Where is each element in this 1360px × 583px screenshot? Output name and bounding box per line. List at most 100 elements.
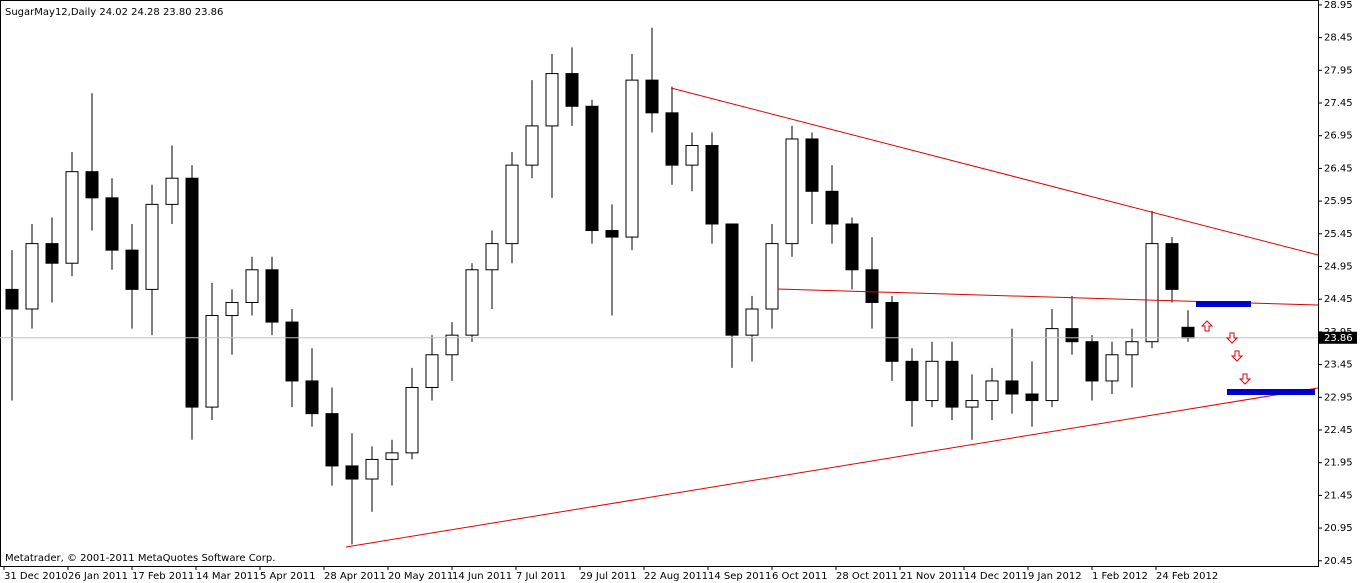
- x-tick-label: 28 Apr 2011: [324, 571, 386, 582]
- candle-body: [405, 386, 419, 454]
- candle-body: [1145, 243, 1159, 343]
- y-tick-label: 20.45: [1324, 556, 1353, 567]
- y-tick-label: 21.95: [1324, 458, 1353, 469]
- candle-body: [365, 458, 379, 480]
- arrow-down: [1225, 332, 1239, 344]
- candle-body: [925, 360, 939, 402]
- y-tick-label: 24.95: [1324, 261, 1353, 272]
- candle-body: [565, 73, 579, 107]
- footer: Metatrader, © 2001-2011 MetaQuotes Softw…: [5, 553, 275, 564]
- x-tick-label: 6 Oct 2011: [772, 571, 827, 582]
- candle-body: [625, 79, 639, 238]
- candle-body: [285, 321, 299, 382]
- x-tick-label: 24 Feb 2012: [1156, 571, 1218, 582]
- y-tick-label: 27.45: [1324, 98, 1353, 109]
- candle-body: [665, 112, 679, 166]
- x-tick-label: 14 Sep 2011: [708, 571, 771, 582]
- y-tick-label: 21.45: [1324, 490, 1353, 501]
- candle-body: [1005, 380, 1019, 395]
- candle-body: [905, 360, 919, 402]
- y-tick-label: 26.45: [1324, 163, 1353, 174]
- candle-body: [5, 288, 19, 310]
- candle-body: [145, 203, 159, 290]
- x-tick-label: 14 Dec 2011: [964, 571, 1028, 582]
- candle-body: [605, 230, 619, 238]
- candle-body: [985, 380, 999, 402]
- candle-body: [885, 301, 899, 362]
- candle-body: [525, 125, 539, 166]
- candle-body: [1025, 393, 1039, 402]
- y-tick-label: 23.45: [1324, 360, 1353, 371]
- candle-body: [385, 452, 399, 460]
- y-tick-label: 26.95: [1324, 131, 1353, 142]
- candle-body: [765, 243, 779, 310]
- candle-body: [785, 138, 799, 245]
- last-price-box: [1319, 331, 1357, 344]
- candle-body: [165, 177, 179, 205]
- trend-line: [670, 87, 1319, 256]
- x-tick-label: 5 Apr 2011: [260, 571, 315, 582]
- x-tick-label: 1 Feb 2012: [1092, 571, 1148, 582]
- candle-body: [485, 243, 499, 271]
- candle-body: [805, 138, 819, 192]
- y-tick-label: 24.45: [1324, 294, 1353, 305]
- x-tick-label: 31 Dec 2010: [4, 571, 68, 582]
- candle-body: [1045, 328, 1059, 402]
- candle-body: [545, 73, 559, 127]
- x-tick-label: 28 Oct 2011: [836, 571, 898, 582]
- x-tick-label: 14 Mar 2011: [196, 571, 259, 582]
- candle-body: [425, 354, 439, 388]
- x-tick-label: 22 Aug 2011: [644, 571, 708, 582]
- candle-body: [825, 190, 839, 225]
- candle-body: [745, 308, 759, 336]
- y-tick-label: 22.45: [1324, 425, 1353, 436]
- candle-body: [725, 223, 739, 336]
- arrow-up: [1200, 320, 1214, 332]
- candle-body: [305, 380, 319, 415]
- x-tick-label: 20 May 2011: [388, 571, 453, 582]
- y-tick-label: 20.95: [1324, 523, 1353, 534]
- candle-body: [1181, 326, 1195, 339]
- x-tick-label: 29 Jul 2011: [580, 571, 637, 582]
- x-tick-label: 7 Jul 2011: [516, 571, 566, 582]
- candle-body: [85, 171, 99, 199]
- target-zone: [1196, 301, 1251, 307]
- x-tick-label: 26 Jan 2011: [68, 571, 128, 582]
- candle-body: [185, 177, 199, 408]
- x-tick-label: 9 Jan 2012: [1028, 571, 1082, 582]
- target-zone: [1227, 389, 1315, 395]
- candle-body: [1105, 354, 1119, 382]
- arrow-down: [1238, 373, 1252, 385]
- y-tick-label: 27.95: [1324, 65, 1353, 76]
- candle-body: [1165, 243, 1179, 290]
- candle-body: [505, 164, 519, 245]
- candle-body: [265, 269, 279, 323]
- candle-body: [225, 301, 239, 317]
- candle-body: [325, 413, 339, 467]
- candle-body: [45, 243, 59, 264]
- candle-body: [845, 223, 859, 271]
- candle-body: [25, 243, 39, 310]
- candle-body: [125, 249, 139, 290]
- candle-body: [685, 145, 699, 166]
- trend-line: [345, 387, 1319, 548]
- candle-body: [105, 197, 119, 251]
- y-tick-label: 25.45: [1324, 229, 1353, 240]
- x-tick-label: 14 Jun 2011: [452, 571, 512, 582]
- candle-body: [645, 79, 659, 114]
- x-tick-label: 21 Nov 2011: [900, 571, 964, 582]
- x-tick-label: 17 Feb 2011: [132, 571, 194, 582]
- candle-body: [205, 315, 219, 408]
- candle-body: [245, 269, 259, 303]
- candle-body: [945, 360, 959, 408]
- marks: [0, 27, 1318, 545]
- candle-body: [445, 334, 459, 356]
- candle-body: [705, 145, 719, 225]
- candle-body: [865, 269, 879, 303]
- chart-title: SugarMay12,Daily 24.02 24.28 23.80 23.86: [5, 7, 223, 18]
- arrow-down: [1230, 350, 1244, 362]
- candle-body: [1065, 328, 1079, 343]
- y-tick-label: 25.95: [1324, 196, 1353, 207]
